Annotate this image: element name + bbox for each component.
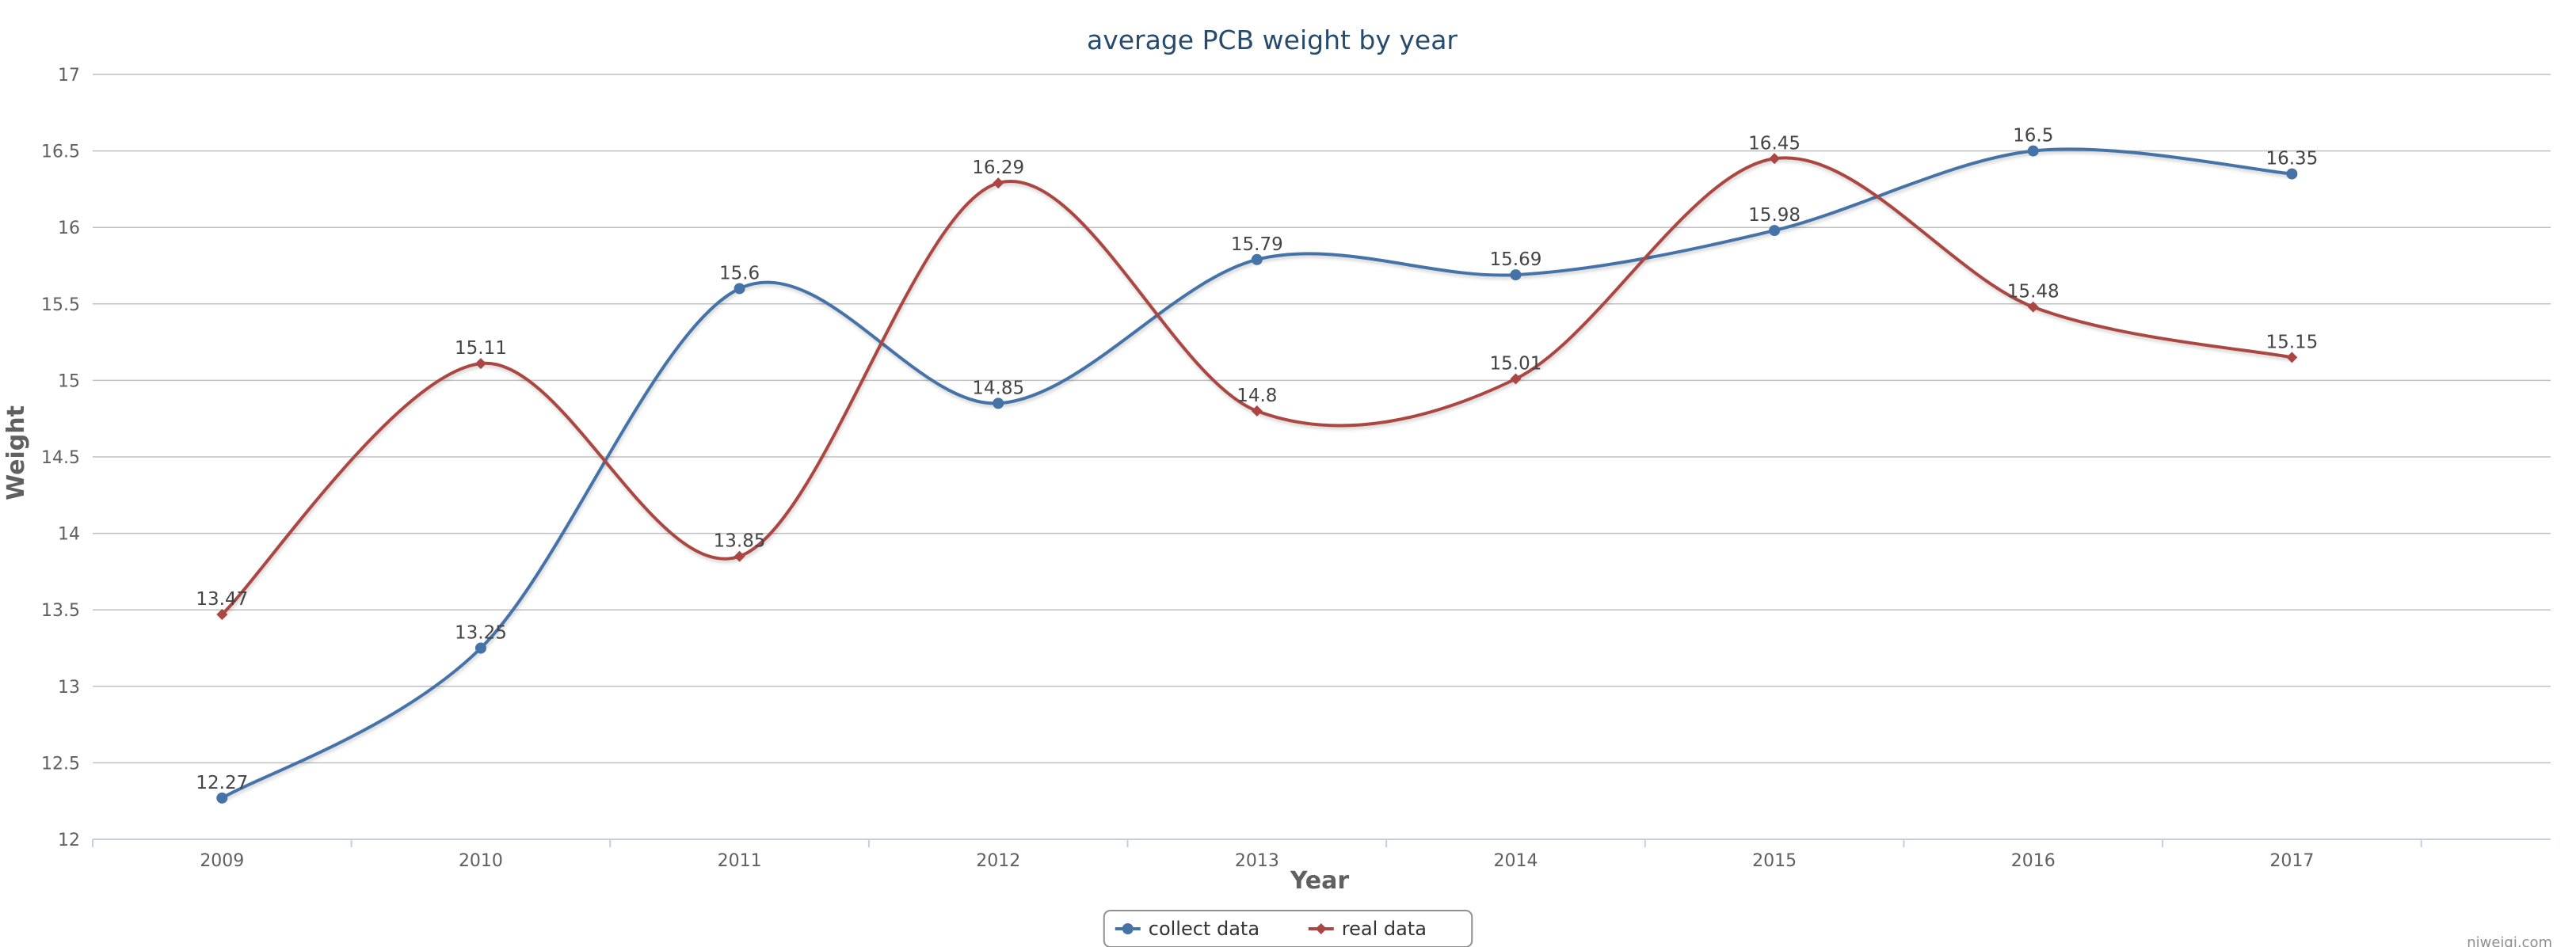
y-tick-label: 15.5 — [41, 295, 80, 315]
x-tick-label: 2016 — [2011, 851, 2056, 871]
data-point-real-data[interactable] — [1251, 405, 1263, 417]
data-point-collect-data[interactable] — [474, 642, 486, 654]
data-point-real-data[interactable] — [216, 608, 228, 620]
data-point-collect-data[interactable] — [1251, 253, 1263, 265]
y-axis-title: Weight — [2, 405, 30, 500]
y-tick-label: 14.5 — [41, 448, 80, 468]
data-point-real-data[interactable] — [1769, 153, 1781, 165]
data-label-collect-data: 14.85 — [972, 378, 1024, 398]
data-point-real-data[interactable] — [474, 358, 486, 370]
data-point-collect-data[interactable] — [993, 397, 1004, 409]
x-tick-label: 2009 — [200, 851, 244, 871]
data-point-real-data[interactable] — [993, 177, 1004, 189]
y-tick-label: 13 — [58, 678, 80, 698]
data-label-real-data: 15.11 — [455, 338, 507, 359]
series-line-real-data — [220, 156, 2292, 616]
legend-swatch-marker[interactable] — [1315, 923, 1327, 934]
data-point-collect-data[interactable] — [734, 283, 745, 295]
data-label-collect-data: 16.35 — [2265, 149, 2318, 169]
data-label-real-data: 16.45 — [1748, 133, 1801, 154]
gridlines — [93, 74, 2551, 764]
data-label-real-data: 15.01 — [1490, 353, 1542, 374]
chart-title: average PCB weight by year — [1087, 25, 1458, 55]
legend-label: real data — [1342, 918, 1427, 940]
data-label-collect-data: 15.6 — [719, 263, 760, 283]
y-tick-label: 12.5 — [41, 754, 80, 774]
data-point-real-data[interactable] — [2286, 352, 2298, 363]
legend-swatch-marker[interactable] — [1122, 923, 1134, 934]
y-tick-label: 15 — [58, 371, 80, 391]
axes: 12 12.5 13 13.5 14 14.5 15 15.5 16 16.5 17 2009 2010… — [41, 66, 2551, 871]
x-tick-label: 2011 — [718, 851, 762, 871]
data-labels: 12.27 13.25 15.6 14.85 15.79 15.69 15.98 16.5 16… — [196, 126, 2318, 793]
series-lines — [220, 147, 2292, 800]
data-label-collect-data: 15.69 — [1490, 249, 1542, 270]
y-tick-label: 16 — [58, 219, 80, 238]
data-label-real-data: 16.29 — [972, 158, 1024, 178]
x-tick-label: 2015 — [1752, 851, 1797, 871]
data-label-collect-data: 12.27 — [196, 773, 248, 793]
data-label-collect-data: 13.25 — [455, 623, 507, 644]
legend-item-real-data[interactable]: real data — [1308, 918, 1427, 940]
x-tick-label: 2012 — [976, 851, 1020, 871]
legend-box — [1103, 910, 1473, 947]
data-point-collect-data[interactable] — [2286, 168, 2298, 180]
data-point-collect-data[interactable] — [2027, 145, 2039, 157]
data-point-real-data[interactable] — [1510, 373, 1522, 385]
legend-label: collect data — [1149, 918, 1259, 940]
data-point-real-data[interactable] — [2027, 301, 2039, 313]
y-tick-label: 17 — [58, 66, 80, 86]
x-tick-label: 2013 — [1235, 851, 1279, 871]
credit-text: niweiqi.com — [2467, 934, 2552, 947]
data-label-real-data: 13.47 — [196, 589, 248, 610]
data-label-real-data: 15.15 — [2265, 332, 2318, 352]
x-tick-label: 2014 — [1493, 851, 1538, 871]
data-label-real-data: 13.85 — [714, 531, 766, 552]
data-point-real-data[interactable] — [734, 550, 745, 562]
series-line-collect-data — [221, 147, 2292, 800]
x-tick-label: 2010 — [459, 851, 503, 871]
x-tick-label: 2017 — [2269, 851, 2314, 871]
data-label-collect-data: 15.98 — [1748, 205, 1801, 226]
data-label-collect-data: 16.5 — [2013, 126, 2053, 146]
data-label-collect-data: 15.79 — [1231, 234, 1283, 255]
series-markers — [216, 145, 2298, 804]
y-tick-label: 16.5 — [41, 143, 80, 162]
y-tick-label: 12 — [58, 831, 80, 850]
data-label-real-data: 14.8 — [1237, 386, 1277, 406]
x-axis-title: Year — [1290, 867, 1350, 895]
data-label-real-data: 15.48 — [2007, 282, 2060, 302]
y-tick-label: 14 — [58, 525, 80, 545]
data-point-collect-data[interactable] — [1510, 269, 1522, 281]
legend-item-collect-data[interactable]: collect data — [1115, 918, 1259, 940]
data-point-collect-data[interactable] — [1769, 225, 1781, 237]
y-tick-label: 13.5 — [41, 601, 80, 621]
legend[interactable]: collect data real data — [1103, 910, 1473, 947]
data-point-collect-data[interactable] — [216, 792, 228, 804]
